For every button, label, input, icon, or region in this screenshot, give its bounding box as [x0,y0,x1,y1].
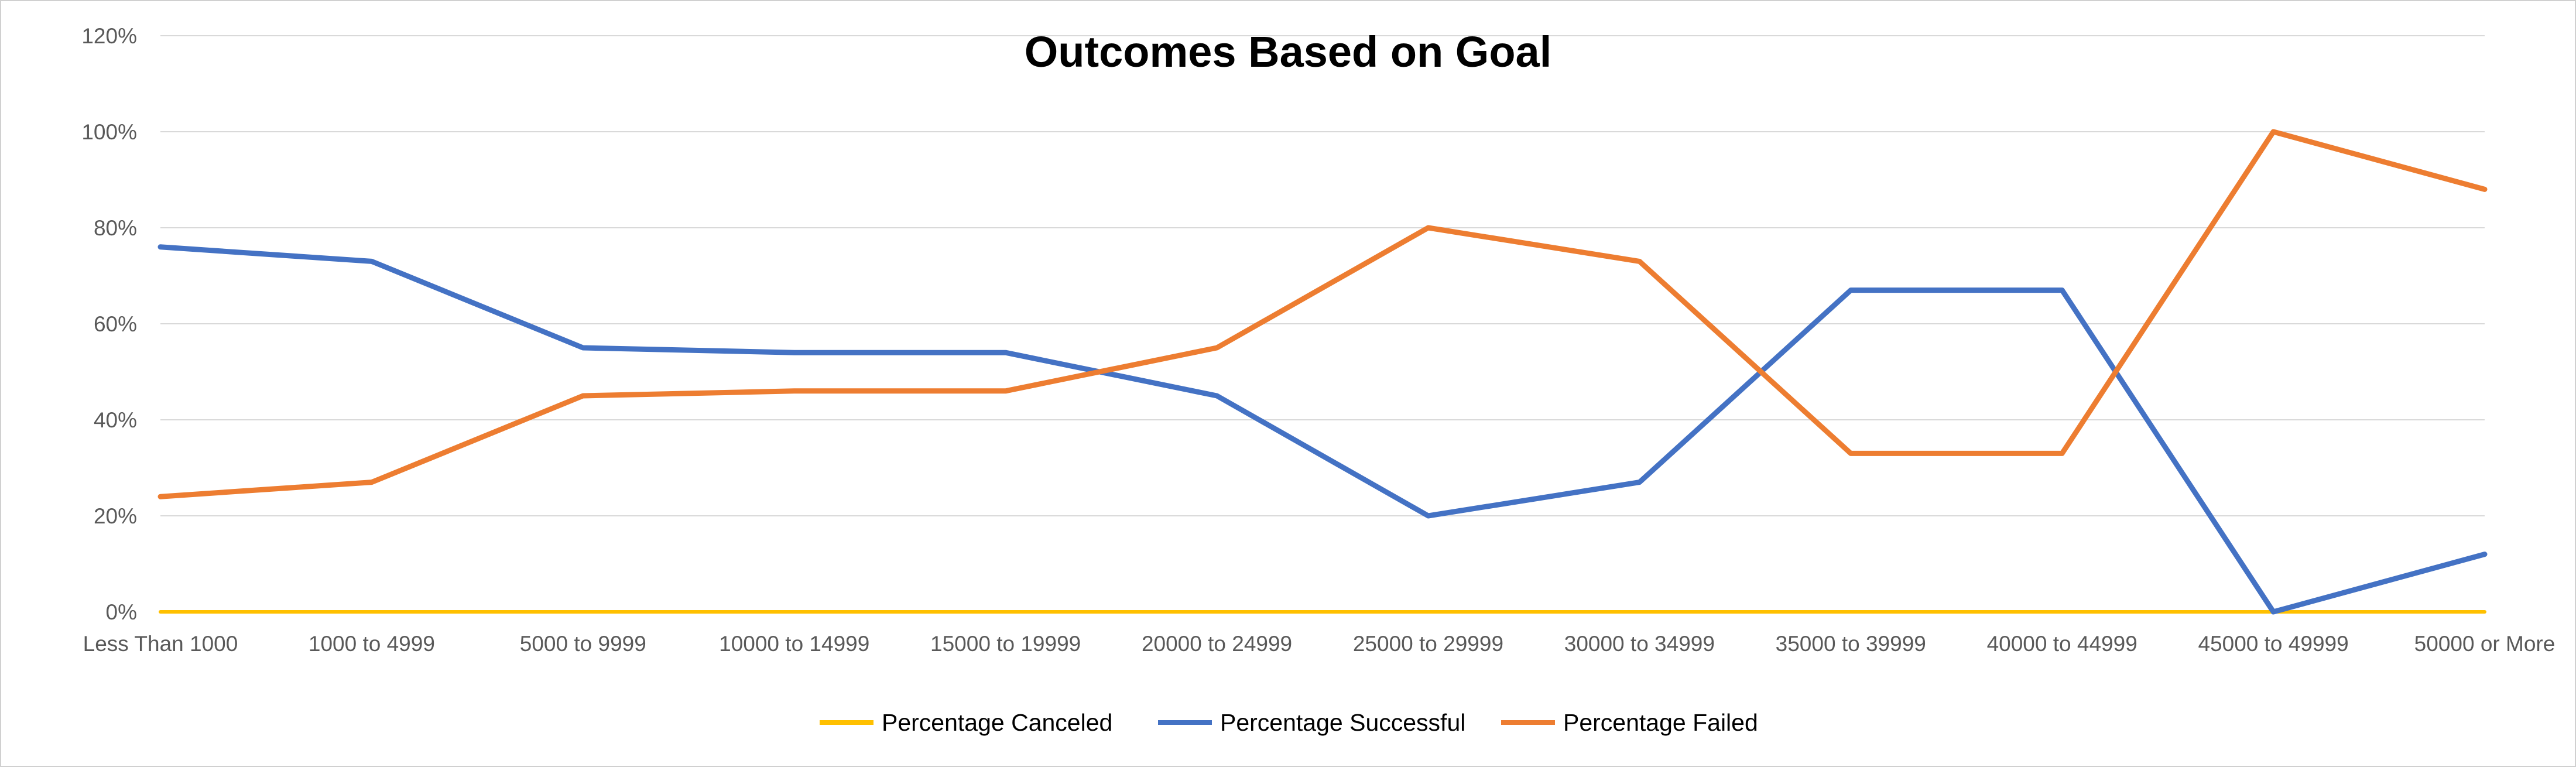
y-tick-label: 20% [94,504,137,528]
x-tick-label: 45000 to 49999 [2198,632,2348,656]
x-axis-ticks: Less Than 1000 1000 to 4999 5000 to 9999 10… [83,632,2556,656]
series-lines [157,129,2488,615]
y-tick-label: 40% [94,408,137,432]
legend: Percentage Canceled Percentage Successful… [820,709,1758,736]
x-tick-label: Less Than 1000 [83,632,238,656]
series-line-percentage-failed [157,129,2488,499]
x-tick-label: 15000 to 19999 [930,632,1081,656]
legend-item: Percentage Canceled [820,709,1112,736]
legend-item: Percentage Failed [1501,709,1758,736]
y-tick-label: 100% [81,120,137,144]
y-axis-ticks: 0% 20% 40% 60% 80% 100% 120% [81,24,137,624]
legend-label: Percentage Failed [1563,709,1758,736]
x-tick-label: 35000 to 39999 [1776,632,1926,656]
x-tick-label: 50000 or More [2414,632,2556,656]
legend-label: Percentage Successful [1220,709,1465,736]
x-tick-label: 25000 to 29999 [1353,632,1503,656]
legend-item: Percentage Successful [1158,709,1465,736]
y-tick-label: 60% [94,312,137,336]
chart-title: Outcomes Based on Goal [1025,28,1552,76]
y-tick-label: 0% [106,600,137,624]
x-tick-label: 20000 to 24999 [1142,632,1292,656]
y-tick-label: 120% [81,24,137,48]
y-tick-label: 80% [94,216,137,240]
gridlines [160,35,2485,612]
x-tick-label: 40000 to 44999 [1987,632,2137,656]
x-tick-label: 10000 to 14999 [719,632,869,656]
x-tick-label: 30000 to 34999 [1564,632,1715,656]
x-tick-label: 1000 to 4999 [309,632,435,656]
legend-label: Percentage Canceled [882,709,1112,736]
x-tick-label: 5000 to 9999 [520,632,646,656]
series-line-percentage-successful [157,244,2488,615]
